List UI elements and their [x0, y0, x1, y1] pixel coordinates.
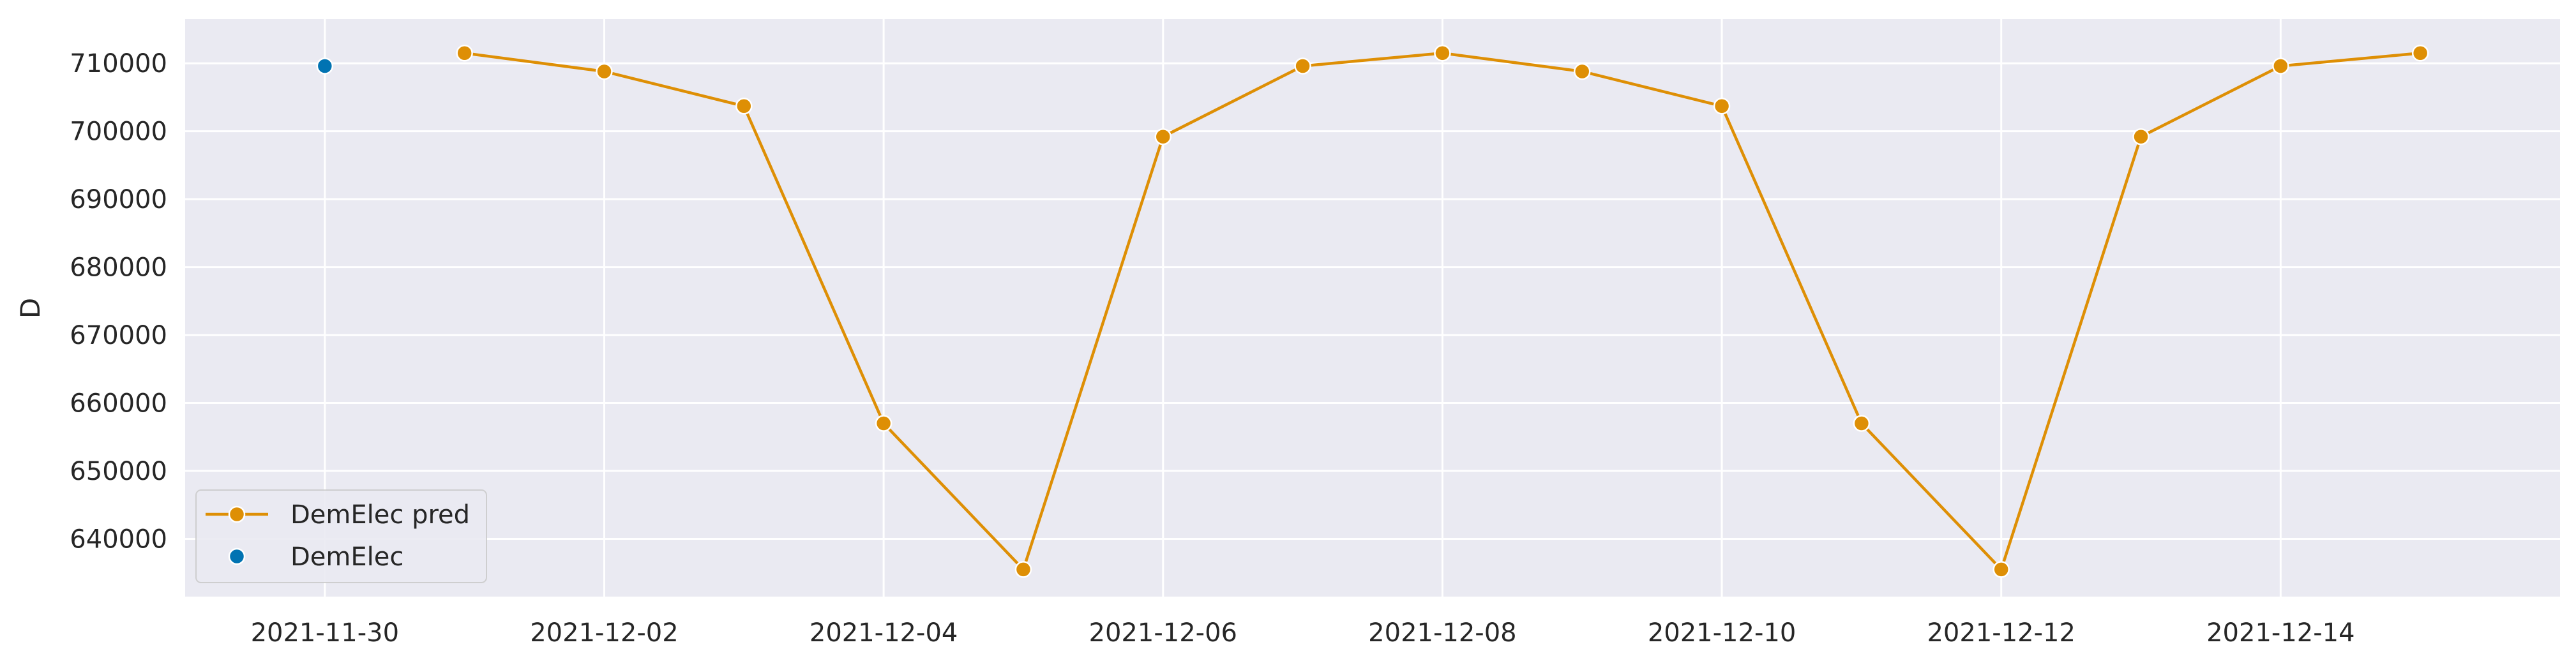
y-tick-label: 670000	[70, 321, 167, 350]
x-tick-label: 2021-12-02	[530, 618, 678, 648]
data-point	[1294, 57, 1311, 75]
data-point	[2411, 44, 2429, 62]
y-gridlines	[185, 62, 2560, 540]
y-tick-labels: 640000 650000 660000 670000 680000 690000 7000…	[70, 49, 167, 554]
data-point	[735, 98, 753, 115]
x-tick-label: 2021-12-06	[1089, 618, 1237, 648]
y-tick-label: 680000	[70, 253, 167, 283]
x-tick-label: 2021-12-10	[1648, 618, 1796, 648]
x-tick-label: 2021-12-04	[810, 618, 958, 648]
data-point	[456, 44, 473, 62]
data-point	[1014, 561, 1032, 578]
data-point	[2132, 128, 2150, 145]
plot-background	[185, 19, 2560, 597]
data-point	[1434, 44, 1451, 62]
y-tick-label: 660000	[70, 389, 167, 419]
y-axis-title: D	[15, 298, 46, 318]
y-tick-label: 700000	[70, 117, 167, 147]
x-tick-label: 2021-12-12	[1927, 618, 2075, 648]
legend-label-pred: DemElec pred	[290, 500, 470, 530]
data-point	[2272, 57, 2289, 75]
y-tick-label: 710000	[70, 49, 167, 78]
data-point	[1713, 98, 1731, 115]
data-point	[316, 57, 334, 75]
data-point	[596, 63, 613, 80]
data-point	[1154, 128, 1172, 145]
y-tick-label: 650000	[70, 457, 167, 486]
data-point	[875, 415, 893, 432]
legend-scatter-marker	[228, 547, 246, 565]
x-gridlines	[324, 19, 2282, 597]
series-layer	[316, 44, 2429, 578]
data-point	[1573, 63, 1591, 80]
y-tick-label: 690000	[70, 185, 167, 214]
legend-line-marker	[228, 505, 246, 523]
data-point	[1853, 415, 1871, 432]
y-tick-label: 640000	[70, 525, 167, 555]
legend-label-actual: DemElec	[290, 542, 403, 572]
x-tick-label: 2021-12-14	[2206, 618, 2354, 648]
x-tick-label: 2021-12-08	[1368, 618, 1516, 648]
series-0	[456, 44, 2429, 578]
x-tick-labels: 2021-11-30 2021-12-02 2021-12-04 2021-12-06…	[251, 618, 2355, 648]
series-1	[316, 57, 334, 75]
legend-box	[195, 489, 487, 583]
x-tick-label: 2021-11-30	[251, 618, 399, 648]
data-point	[1992, 561, 2010, 578]
legend: DemElec pred DemElec	[195, 489, 487, 583]
